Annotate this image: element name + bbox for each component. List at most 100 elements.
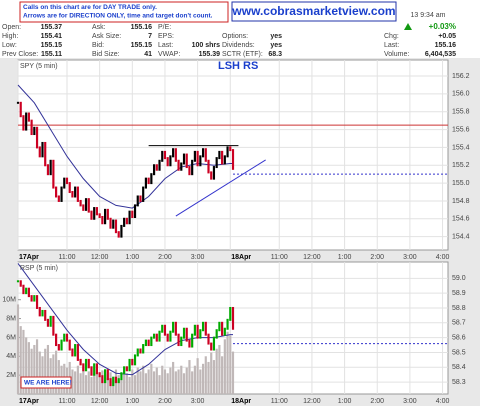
quote-label: Options:	[222, 33, 248, 40]
candle	[120, 372, 123, 381]
note-line: Arrows are for DIRECTION ONLY, time and …	[23, 13, 213, 20]
url: www.cobrasmarketview.com	[231, 4, 395, 18]
quote-label: VWAP:	[158, 51, 180, 58]
candle	[139, 195, 142, 202]
candle	[38, 146, 41, 158]
quote-label: SCTR (ETF):	[222, 51, 263, 58]
volume-bar	[52, 354, 55, 394]
candle	[95, 207, 99, 216]
candle	[93, 363, 96, 376]
volume-bar	[33, 344, 36, 394]
candle	[106, 369, 109, 381]
candle	[52, 159, 55, 189]
quote-value: 7	[148, 33, 152, 40]
candle	[44, 141, 47, 167]
x-tick-label: 2:00	[158, 254, 172, 261]
note-box	[19, 1, 229, 23]
candle	[223, 327, 226, 336]
candle	[84, 358, 88, 372]
candle	[68, 339, 71, 351]
quote-label: P/E:	[158, 24, 171, 31]
candle	[221, 150, 224, 165]
candle	[76, 344, 79, 361]
candle	[142, 344, 145, 354]
x-tick-label: 12:00	[91, 254, 109, 261]
annotation: WE ARE HERE!	[24, 380, 72, 387]
candle	[150, 173, 153, 185]
quote-label: Open:	[2, 24, 21, 31]
volume-bar	[191, 371, 194, 394]
quote-label: High:	[2, 33, 18, 40]
quote-value: 41	[144, 51, 152, 58]
volume-bar	[163, 369, 167, 394]
candle	[104, 369, 107, 384]
candle	[144, 339, 147, 347]
volume-bar	[106, 377, 109, 394]
candle	[22, 115, 25, 131]
candle	[150, 336, 153, 347]
candle	[152, 333, 156, 339]
quote-label: Low:	[2, 42, 17, 49]
candle	[136, 195, 139, 207]
quote-label: Ask:	[92, 24, 106, 31]
x-tick-label: 4:00	[436, 254, 450, 261]
candle	[38, 306, 41, 317]
quote-value: 155.39	[199, 51, 221, 58]
candle	[120, 224, 123, 238]
candle	[215, 157, 218, 169]
candle	[166, 157, 169, 167]
candle	[215, 329, 218, 339]
candle	[101, 375, 104, 384]
quote-label: Ask Size:	[92, 33, 121, 40]
x-tick-label: 3:00	[403, 398, 417, 405]
x-tick-label: 18Apr	[231, 254, 251, 261]
quote-value: 155.11	[41, 51, 62, 58]
volume-bar	[74, 371, 77, 394]
y-tick-label: 154.8	[452, 198, 470, 205]
candle	[16, 280, 20, 283]
candle	[98, 372, 101, 378]
volume-bar	[104, 374, 107, 394]
volume-bar	[188, 360, 191, 394]
candle	[41, 141, 44, 158]
candle	[191, 159, 194, 176]
candle	[25, 112, 28, 131]
volume-bar	[169, 367, 172, 394]
candle	[158, 330, 161, 342]
volume-bar	[133, 375, 137, 394]
quote-value: 68.3	[268, 51, 282, 58]
candle	[30, 119, 33, 136]
candle	[114, 376, 118, 384]
candle	[30, 295, 33, 302]
y-tick-label: 4M	[6, 353, 16, 360]
x-tick-label: 11:00	[271, 254, 288, 261]
candle	[79, 199, 82, 207]
volume-bar	[212, 360, 216, 394]
candle	[196, 324, 199, 339]
volume-bar	[123, 371, 126, 394]
volume-bar	[93, 373, 96, 394]
candle	[131, 210, 134, 218]
candle	[136, 348, 139, 357]
candle	[155, 333, 158, 342]
candle	[199, 155, 202, 167]
volume-bar	[152, 371, 156, 394]
candle	[131, 358, 134, 366]
candle	[98, 213, 101, 218]
candle	[52, 315, 55, 336]
up-arrow	[404, 23, 412, 30]
x-tick-label: 12:00	[303, 254, 321, 261]
candle	[193, 324, 196, 336]
volume-bar	[215, 348, 218, 394]
volume-bar	[144, 373, 147, 394]
candle	[229, 146, 232, 152]
volume-bar	[158, 375, 161, 394]
y-tick-label: 2M	[6, 372, 16, 379]
volume-bar	[147, 369, 150, 394]
y-tick-label: 155.6	[452, 126, 470, 133]
x-tick-label: 3:00	[191, 254, 205, 261]
candle	[128, 358, 131, 372]
volume-bar	[44, 348, 47, 394]
quote-value: yes	[270, 42, 282, 49]
candle	[163, 324, 167, 336]
